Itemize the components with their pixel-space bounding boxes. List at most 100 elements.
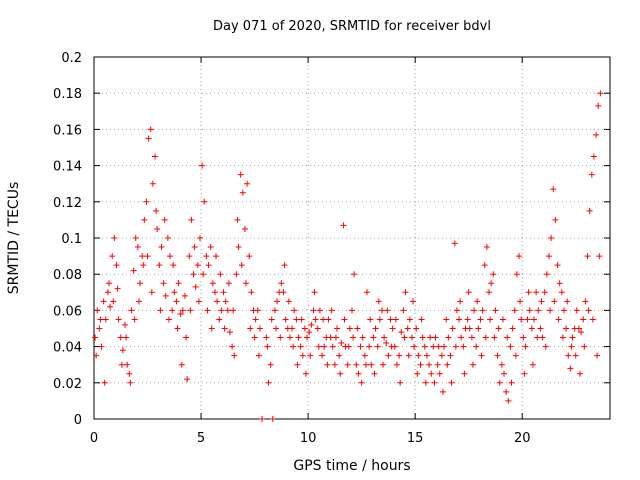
data-point [201,198,208,205]
data-point [501,370,508,377]
data-point [290,343,297,350]
data-point [541,289,548,296]
data-point [154,225,161,232]
data-point [402,289,409,296]
data-point [280,289,287,296]
data-point [216,316,223,323]
data-point [370,334,377,341]
data-point [137,280,144,287]
data-point [405,352,412,359]
data-point [530,316,537,323]
data-point [529,361,536,368]
data-point [94,307,101,314]
data-point [214,298,221,305]
data-point [528,325,535,332]
data-point [355,370,362,377]
data-point [372,325,379,332]
data-point [477,316,484,323]
data-point [385,352,392,359]
data-point [226,329,233,336]
x-tick-label: 0 [90,431,98,446]
data-point [196,235,203,241]
data-point [224,307,231,314]
data-point [499,316,506,323]
data-point [178,361,185,368]
y-tick-label: 0.2 [61,51,82,66]
data-point [93,352,100,359]
data-point [204,307,211,314]
data-point [241,225,248,232]
data-point [479,307,486,314]
data-point [171,289,178,296]
data-point [376,316,383,323]
data-point [179,307,186,314]
data-point [448,379,455,386]
data-point [345,343,352,350]
data-point [388,343,395,350]
data-point [304,334,311,341]
data-point [221,325,228,332]
data-point [460,343,467,350]
data-point [324,361,331,368]
data-point [233,271,240,278]
data-point [174,325,181,332]
data-point [595,102,602,109]
data-point [277,334,284,341]
data-point [297,343,304,350]
data-point [596,253,603,260]
data-point [357,343,364,350]
data-point [445,334,452,341]
data-point [293,316,300,323]
data-point [248,289,255,296]
data-point [482,334,489,341]
data-point [393,361,400,368]
data-point [547,307,554,314]
data-point [132,235,139,241]
data-point [418,316,425,323]
data-point [580,316,587,323]
y-tick-label: 0.14 [53,160,82,175]
data-point [131,316,138,323]
data-point [311,289,318,296]
data-point [225,280,232,287]
data-point [156,262,163,269]
data-point [375,298,382,305]
data-point [207,244,214,251]
y-tick-label: 0 [74,413,82,428]
y-tick-label: 0.1 [61,232,82,247]
data-point [302,370,309,377]
data-point [545,253,552,260]
data-point [104,289,111,296]
data-point [329,343,336,350]
data-point [217,271,224,278]
data-point [251,334,258,341]
y-tick-label: 0.06 [53,304,82,319]
data-point [417,361,424,368]
data-point [141,216,148,223]
data-point [337,370,344,377]
data-point [564,298,571,305]
data-point [361,352,368,359]
data-point [368,361,375,368]
data-point [387,316,394,323]
data-point [490,271,497,278]
data-point [359,334,366,341]
data-point [464,316,471,323]
data-point [383,339,390,346]
data-point [430,343,437,350]
data-point [143,198,150,205]
data-point [314,325,321,332]
data-point [308,321,315,328]
x-tick-label: 10 [300,431,317,446]
data-point [97,316,104,323]
data-point [128,307,135,314]
data-point [173,298,180,305]
data-point [170,262,177,269]
data-point [191,244,198,251]
data-point [158,244,165,251]
data-point [349,307,355,314]
data-point [286,334,293,341]
data-point [444,361,451,368]
data-point [560,307,567,314]
data-point [434,361,441,368]
